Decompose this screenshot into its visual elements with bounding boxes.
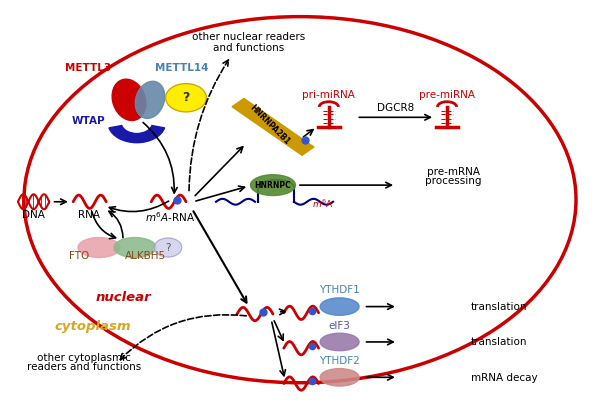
Text: translation: translation bbox=[471, 337, 527, 347]
Text: mRNA decay: mRNA decay bbox=[471, 373, 538, 383]
Text: pre-miRNA: pre-miRNA bbox=[419, 90, 475, 100]
Text: ?: ? bbox=[182, 91, 190, 104]
Ellipse shape bbox=[320, 333, 359, 351]
Ellipse shape bbox=[78, 238, 120, 258]
Text: ALKBH5: ALKBH5 bbox=[125, 251, 166, 261]
Text: translation: translation bbox=[471, 302, 527, 312]
Ellipse shape bbox=[251, 175, 296, 196]
Text: DGCR8: DGCR8 bbox=[377, 103, 415, 113]
Ellipse shape bbox=[320, 298, 359, 315]
Polygon shape bbox=[232, 99, 314, 155]
Text: FTO: FTO bbox=[68, 251, 89, 261]
Text: and functions: and functions bbox=[214, 43, 284, 53]
Text: HNRNPA2B1: HNRNPA2B1 bbox=[248, 103, 292, 146]
Text: WTAP: WTAP bbox=[71, 116, 105, 126]
Circle shape bbox=[154, 238, 182, 257]
Text: other cytoplasmic: other cytoplasmic bbox=[37, 353, 131, 363]
Text: processing: processing bbox=[425, 176, 481, 186]
Text: METTL14: METTL14 bbox=[155, 63, 208, 73]
Ellipse shape bbox=[135, 81, 165, 119]
Text: HNRNPC: HNRNPC bbox=[254, 181, 292, 190]
Ellipse shape bbox=[112, 79, 146, 121]
Text: RNA: RNA bbox=[79, 210, 100, 220]
Text: $m^6$A: $m^6$A bbox=[312, 198, 334, 210]
Text: other nuclear readers: other nuclear readers bbox=[193, 32, 305, 42]
Text: nuclear: nuclear bbox=[95, 291, 151, 304]
Text: pre-mRNA: pre-mRNA bbox=[427, 167, 479, 177]
Text: eIF3: eIF3 bbox=[329, 321, 350, 331]
Text: METTL3: METTL3 bbox=[65, 63, 111, 73]
Text: readers and functions: readers and functions bbox=[27, 362, 141, 372]
Text: YTHDF1: YTHDF1 bbox=[319, 285, 360, 295]
Text: YTHDF2: YTHDF2 bbox=[319, 356, 360, 366]
Text: DNA: DNA bbox=[22, 210, 45, 220]
Circle shape bbox=[166, 84, 206, 112]
Ellipse shape bbox=[114, 238, 156, 258]
Text: cytoplasm: cytoplasm bbox=[55, 320, 131, 333]
Text: ?: ? bbox=[165, 243, 171, 253]
Text: $m^6A$-RNA: $m^6A$-RNA bbox=[145, 210, 195, 224]
Wedge shape bbox=[109, 126, 164, 143]
Ellipse shape bbox=[320, 369, 359, 386]
Text: pri-miRNA: pri-miRNA bbox=[302, 90, 355, 100]
